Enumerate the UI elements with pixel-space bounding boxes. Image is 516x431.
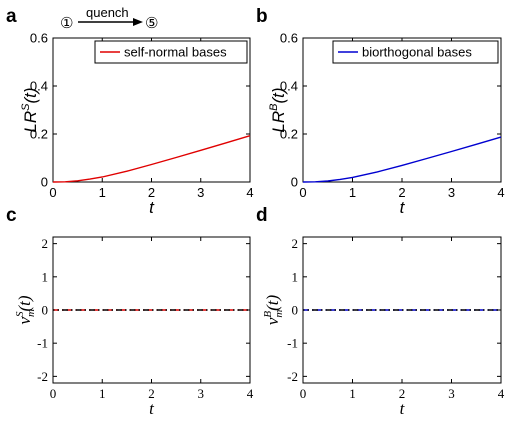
y-tick-label: 0.4 <box>280 79 298 94</box>
annotation-from: ① <box>60 14 73 32</box>
x-tick-label: 3 <box>198 386 205 401</box>
panel-a: a 0 1 2 3 4 0 0.2 0.4 0.6 t LRS(t) self-normal bases <box>6 6 254 217</box>
y-axis-label: LRS(t) <box>20 87 40 132</box>
x-tick-label: 4 <box>247 386 254 401</box>
x-tick-label: 3 <box>197 185 204 200</box>
panel-letter: b <box>256 6 268 27</box>
x-tick-label: 2 <box>148 386 155 401</box>
x-tick-label: 0 <box>50 386 57 401</box>
y-tick-label: 0 <box>291 175 298 190</box>
panel-letter: a <box>6 6 17 27</box>
x-tick-label: 1 <box>349 185 356 200</box>
x-tick-label: 2 <box>399 386 406 401</box>
y-tick-label: 1 <box>292 269 299 284</box>
x-tick-label: 2 <box>398 185 405 200</box>
legend-label: biorthogonal bases <box>362 45 472 60</box>
panel-b: b 0 1 2 3 4 0 0.2 0.4 0.6 t LRB(t) biorthogonal base… <box>256 6 505 217</box>
y-axis-label: νmS(t) <box>14 295 37 324</box>
x-tick-label: 2 <box>148 185 155 200</box>
x-axis-label: t <box>149 399 155 418</box>
x-tick-label: 4 <box>498 386 505 401</box>
x-axis-label: t <box>400 198 406 217</box>
y-axis-label: νmB(t) <box>262 295 285 326</box>
y-tick-label: 0 <box>292 303 299 318</box>
y-axis-label: LRB(t) <box>268 87 288 132</box>
series-line <box>52 135 251 183</box>
legend-label: self-normal bases <box>124 45 227 60</box>
x-tick-label: 0 <box>299 185 306 200</box>
x-tick-label: 4 <box>246 185 253 200</box>
y-tick-label: 1 <box>42 269 49 284</box>
x-tick-label: 1 <box>99 185 106 200</box>
y-tick-label: -1 <box>37 336 48 351</box>
y-tick-label: 0.6 <box>30 31 48 46</box>
y-tick-label: 0.4 <box>30 79 48 94</box>
quench-annotation: ① quench ⑤ <box>60 5 158 32</box>
y-tick-label: -1 <box>287 336 298 351</box>
annotation-to: ⑤ <box>145 14 158 32</box>
y-tick-label: 0 <box>41 175 48 190</box>
x-tick-label: 4 <box>497 185 504 200</box>
x-tick-label: 3 <box>448 185 455 200</box>
y-tick-label: 2 <box>42 236 49 251</box>
series-line <box>302 136 502 183</box>
x-tick-label: 1 <box>349 386 356 401</box>
y-tick-label: 0.2 <box>30 127 48 142</box>
x-tick-label: 3 <box>448 386 455 401</box>
x-tick-label: 0 <box>300 386 307 401</box>
legend-box <box>94 40 248 64</box>
x-tick-label: 0 <box>49 185 56 200</box>
annotation-arrow-head <box>133 18 143 26</box>
y-tick-label: 0 <box>42 303 49 318</box>
x-axis-label: t <box>149 198 155 217</box>
annotation-label: quench <box>86 5 129 20</box>
x-axis-label: t <box>400 399 406 418</box>
panel-letter: c <box>6 205 17 226</box>
panel-letter: d <box>256 205 268 226</box>
x-tick-label: 1 <box>99 386 106 401</box>
y-tick-label: 0.6 <box>280 31 298 46</box>
y-tick-label: 0.2 <box>280 127 298 142</box>
legend-box <box>332 40 499 64</box>
y-tick-label: -2 <box>37 369 48 384</box>
y-tick-label: -2 <box>287 369 298 384</box>
y-tick-label: 2 <box>292 236 299 251</box>
